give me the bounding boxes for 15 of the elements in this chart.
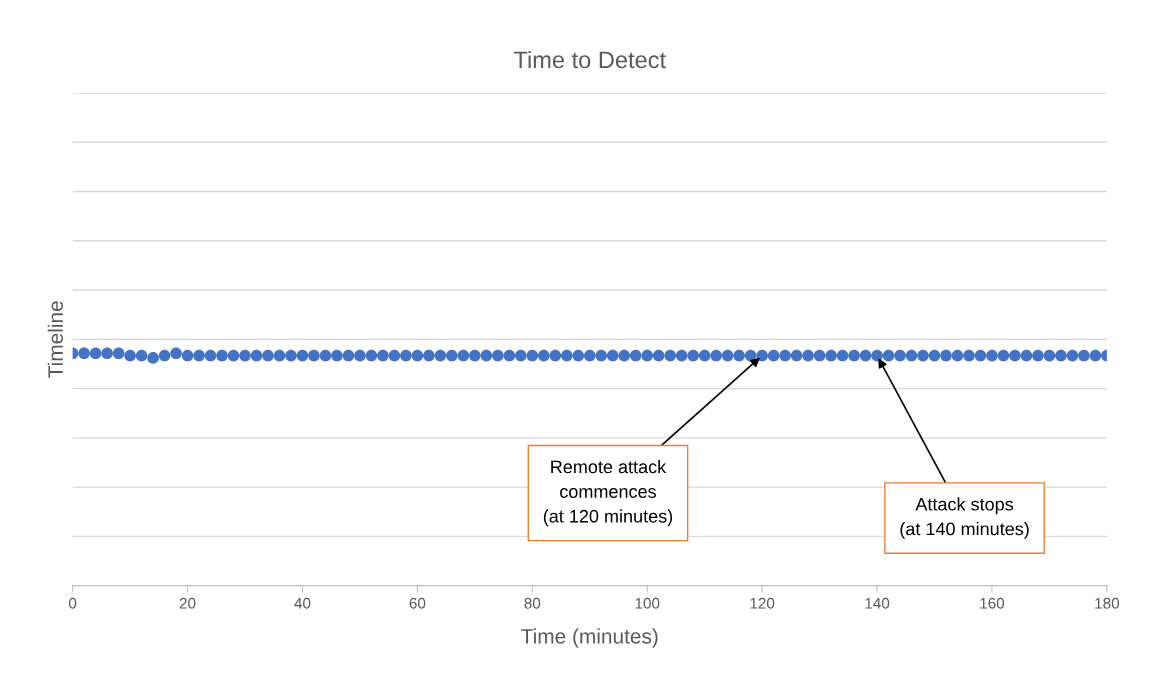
x-tick-label: 100 (635, 597, 660, 609)
y-axis-title: Timeline (47, 301, 63, 378)
chart-title: Time to Detect (513, 50, 666, 69)
annotation: Attack stops (at 140 minutes) (900, 497, 1029, 539)
x-tick-label: 140 (865, 597, 890, 609)
x-tick-label: 0 (68, 597, 77, 609)
x-tick-label: 80 (524, 597, 541, 609)
x-tick-label: 160 (980, 597, 1005, 609)
x-axis-title: Time (minutes) (521, 628, 658, 648)
x-tick-label: 60 (409, 597, 426, 609)
x-tick-label: 20 (179, 597, 196, 609)
x-tick-label: 120 (750, 597, 775, 609)
annotation: Remote attack commences (at 120 minutes) (543, 460, 673, 527)
x-tick-label: 40 (294, 597, 311, 609)
x-tick-label: 180 (1095, 597, 1120, 609)
